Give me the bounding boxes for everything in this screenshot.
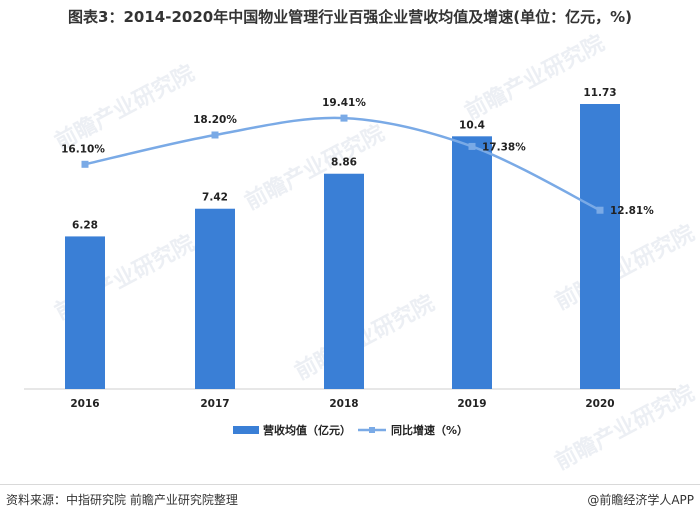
growth-value-label: 18.20% [193, 114, 237, 126]
watermark-text: 前瞻产业研究院 [551, 380, 699, 475]
x-tick-label: 2017 [200, 398, 229, 410]
growth-point-2020 [596, 206, 604, 214]
watermark-text: 前瞻产业研究院 [291, 290, 439, 385]
chart-title: 图表3：2014-2020年中国物业管理行业百强企业营收均值及增速(单位：亿元，… [68, 8, 632, 26]
watermark-text: 前瞻产业研究院 [551, 220, 699, 315]
growth-value-label: 19.41% [322, 97, 366, 109]
watermark-text: 前瞻产业研究院 [241, 120, 389, 215]
legend: 营收均值（亿元） 同比增速（%） [233, 423, 468, 437]
growth-point-2017 [211, 131, 219, 139]
x-tick-label: 2016 [70, 398, 99, 410]
x-tick-label: 2020 [585, 398, 614, 410]
source-note: 资料来源：中指研究院 前瞻产业研究院整理 [6, 493, 238, 507]
x-tick-label: 2018 [329, 398, 358, 410]
growth-value-label: 16.10% [61, 143, 105, 155]
bar-value-label: 8.86 [331, 157, 357, 169]
chart-area: 前瞻产业研究院前瞻产业研究院前瞻产业研究院前瞻产业研究院前瞻产业研究院前瞻产业研… [24, 30, 699, 475]
legend-line-label: 同比增速（%） [391, 423, 468, 437]
growth-point-2019 [468, 142, 476, 150]
growth-value-label: 12.81% [610, 205, 654, 217]
growth-point-2018 [340, 114, 348, 122]
bar-2018 [324, 173, 364, 389]
legend-bar-swatch [233, 426, 259, 434]
bar-2016 [65, 236, 105, 389]
brand-credit: @前瞻经济学人APP [587, 493, 694, 507]
bar-value-label: 11.73 [583, 87, 616, 99]
bar-value-label: 6.28 [72, 219, 98, 231]
growth-value-label: 17.38% [482, 141, 526, 153]
footer: 资料来源：中指研究院 前瞻产业研究院整理 @前瞻经济学人APP [0, 484, 700, 513]
bar-2019 [452, 136, 492, 389]
watermark-text: 前瞻产业研究院 [51, 60, 199, 155]
legend-line-marker [369, 427, 375, 433]
bar-value-label: 10.4 [459, 119, 485, 131]
growth-point-2016 [81, 160, 89, 168]
legend-bar-label: 营收均值（亿元） [263, 423, 351, 437]
bar-value-label: 7.42 [202, 192, 228, 204]
x-tick-label: 2019 [457, 398, 486, 410]
bar-2017 [195, 208, 235, 389]
bar-2020 [580, 104, 620, 389]
